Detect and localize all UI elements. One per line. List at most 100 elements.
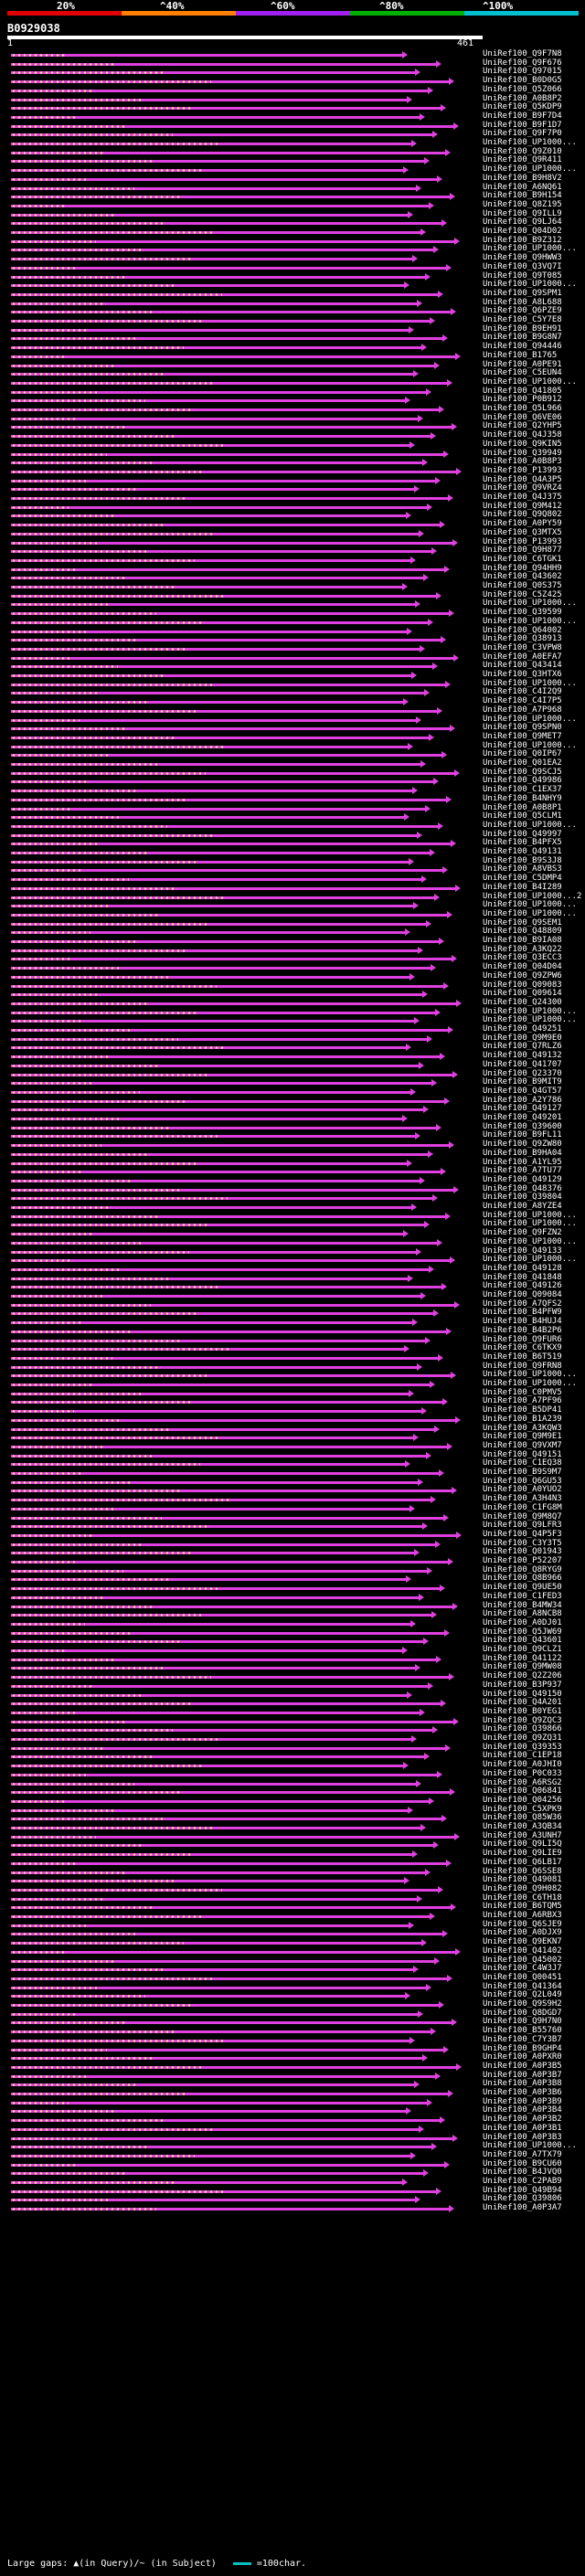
hit-link[interactable]: UniRef100_C5EUN4 [483, 368, 562, 378]
hit-alignment-bar[interactable] [11, 1224, 426, 1227]
hit-alignment-bar[interactable] [11, 1924, 410, 1927]
hit-row[interactable]: UniRef100_Q0IP67 [0, 749, 585, 759]
hit-row[interactable]: UniRef100_B9CU60 [0, 2159, 585, 2169]
hit-row[interactable]: UniRef100_A3UNH7 [0, 1831, 585, 1841]
hit-alignment-bar[interactable] [11, 692, 426, 695]
hit-row[interactable]: UniRef100_C3Y3T5 [0, 1539, 585, 1549]
hit-alignment-bar[interactable] [11, 2012, 420, 2016]
hit-row[interactable]: UniRef100_A7PF96 [0, 1396, 585, 1406]
hit-row[interactable]: UniRef100_C6TH18 [0, 1892, 585, 1903]
hit-alignment-bar[interactable] [11, 1888, 440, 1892]
hit-row[interactable]: UniRef100_B9GHP4 [0, 2044, 585, 2054]
hit-link[interactable]: UniRef100_Q9T085 [483, 270, 562, 281]
hit-row[interactable]: UniRef100_Q6SSE8 [0, 1867, 585, 1877]
hit-link[interactable]: UniRef100_UP1000... [483, 1255, 577, 1265]
hit-alignment-bar[interactable] [11, 922, 428, 926]
hit-link[interactable]: UniRef100_Q04D02 [483, 227, 562, 236]
hit-row[interactable]: UniRef100_Q41805 [0, 386, 585, 397]
hit-alignment-bar[interactable] [11, 1507, 411, 1511]
hit-link[interactable]: UniRef100_UP1000... [483, 908, 577, 918]
hit-row[interactable]: UniRef100_Q04D04 [0, 962, 585, 972]
hit-link[interactable]: UniRef100_P52207 [483, 1556, 562, 1565]
hit-row[interactable]: UniRef100_Q49150 [0, 1690, 585, 1700]
hit-link[interactable]: UniRef100_A1YL95 [483, 1157, 562, 1167]
hit-row[interactable]: UniRef100_A1YL95 [0, 1157, 585, 1168]
hit-alignment-bar[interactable] [11, 1693, 409, 1697]
hit-alignment-bar[interactable] [11, 461, 424, 465]
hit-link[interactable]: UniRef100_Q01EA2 [483, 758, 562, 768]
hit-row[interactable]: UniRef100_UP1000... [0, 821, 585, 831]
hit-alignment-bar[interactable] [11, 949, 420, 952]
hit-alignment-bar[interactable] [11, 1418, 457, 1422]
hit-link[interactable]: UniRef100_Q3VQ7I [483, 261, 562, 271]
hit-link[interactable]: UniRef100_Q85W36 [483, 1813, 562, 1823]
hit-link[interactable]: UniRef100_Q8DGD7 [483, 2008, 562, 2018]
hit-link[interactable]: UniRef100_Q6LB17 [483, 1857, 562, 1867]
hit-link[interactable]: UniRef100_Q41122 [483, 1653, 562, 1663]
hit-link[interactable]: UniRef100_B3P937 [483, 1680, 562, 1690]
hit-link[interactable]: UniRef100_A8NCB8 [483, 1609, 562, 1619]
hit-link[interactable]: UniRef100_Q9M8Q7 [483, 1511, 562, 1521]
hit-link[interactable]: UniRef100_B9H154 [483, 191, 562, 201]
hit-alignment-bar[interactable] [11, 231, 422, 234]
hit-row[interactable]: UniRef100_C4W3J7 [0, 1964, 585, 1974]
hit-link[interactable]: UniRef100_Q41805 [483, 386, 562, 396]
hit-row[interactable]: UniRef100_Q41122 [0, 1653, 585, 1664]
hit-link[interactable]: UniRef100_B4PFW9 [483, 1308, 562, 1318]
hit-row[interactable]: UniRef100_C6TGK1 [0, 555, 585, 565]
hit-alignment-bar[interactable] [11, 1561, 450, 1564]
hit-alignment-bar[interactable] [11, 1144, 451, 1148]
hit-link[interactable]: UniRef100_Q4J375 [483, 493, 562, 502]
hit-link[interactable]: UniRef100_B4NHY9 [483, 793, 562, 803]
hit-row[interactable]: UniRef100_Q5Z066 [0, 85, 585, 95]
hit-alignment-bar[interactable] [11, 1463, 407, 1467]
hit-link[interactable]: UniRef100_Q09614 [483, 989, 562, 999]
hit-alignment-bar[interactable] [11, 1099, 446, 1103]
hit-alignment-bar[interactable] [11, 399, 407, 403]
hit-link[interactable]: UniRef100_Q9ILL9 [483, 208, 562, 218]
hit-link[interactable]: UniRef100_A0P3B7 [483, 2070, 562, 2080]
hit-alignment-bar[interactable] [11, 2172, 425, 2176]
hit-link[interactable]: UniRef100_C1FG8M [483, 1502, 562, 1512]
hit-alignment-bar[interactable] [11, 160, 426, 164]
hit-link[interactable]: UniRef100_Q9EKN7 [483, 1937, 562, 1947]
hit-link[interactable]: UniRef100_A3KQ22 [483, 944, 562, 954]
hit-alignment-bar[interactable] [11, 639, 442, 642]
hit-link[interactable]: UniRef100_Q0S375 [483, 581, 562, 590]
hit-alignment-bar[interactable] [11, 1614, 433, 1617]
hit-row[interactable]: UniRef100_A7QFS2 [0, 1299, 585, 1309]
hit-row[interactable]: UniRef100_Q85W36 [0, 1813, 585, 1823]
hit-link[interactable]: UniRef100_A0B8P2 [483, 93, 562, 103]
hit-alignment-bar[interactable] [11, 2074, 437, 2078]
hit-alignment-bar[interactable] [11, 541, 454, 545]
hit-alignment-bar[interactable] [11, 1179, 421, 1182]
hit-row[interactable]: UniRef100_Q8Z195 [0, 200, 585, 210]
hit-alignment-bar[interactable] [11, 718, 418, 722]
hit-link[interactable]: UniRef100_A0JHI0 [483, 1760, 562, 1770]
hit-row[interactable]: UniRef100_B9S3J8 [0, 856, 585, 866]
hit-link[interactable]: UniRef100_Q6PZE9 [483, 306, 562, 316]
hit-link[interactable]: UniRef100_Q9SCJ5 [483, 767, 562, 777]
hit-row[interactable]: UniRef100_A7TU77 [0, 1166, 585, 1176]
hit-row[interactable]: UniRef100_Q41364 [0, 1982, 585, 1992]
hit-row[interactable]: UniRef100_A0B8P2 [0, 93, 585, 104]
hit-link[interactable]: UniRef100_Q49986 [483, 776, 562, 786]
hit-alignment-bar[interactable] [11, 1799, 431, 1803]
hit-row[interactable]: UniRef100_Q9T085 [0, 270, 585, 281]
hit-row[interactable]: UniRef100_Q04D02 [0, 227, 585, 237]
hit-link[interactable]: UniRef100_A0P3B8 [483, 2079, 562, 2089]
hit-link[interactable]: UniRef100_Q49B94 [483, 2185, 562, 2195]
hit-row[interactable]: UniRef100_Q9F7N8 [0, 49, 585, 59]
hit-alignment-bar[interactable] [11, 1073, 454, 1076]
hit-alignment-bar[interactable] [11, 1312, 435, 1316]
hit-alignment-bar[interactable] [11, 284, 406, 288]
hit-alignment-bar[interactable] [11, 1064, 420, 1067]
hit-link[interactable]: UniRef100_C6TH18 [483, 1892, 562, 1903]
hit-row[interactable]: UniRef100_Q5JW69 [0, 1627, 585, 1638]
hit-alignment-bar[interactable] [11, 1118, 404, 1120]
hit-alignment-bar[interactable] [11, 790, 414, 793]
hit-alignment-bar[interactable] [11, 798, 448, 801]
hit-row[interactable]: UniRef100_A8VBS3 [0, 864, 585, 875]
hit-link[interactable]: UniRef100_A6RSG2 [483, 1777, 562, 1787]
hit-row[interactable]: UniRef100_B4B2P6 [0, 1326, 585, 1336]
